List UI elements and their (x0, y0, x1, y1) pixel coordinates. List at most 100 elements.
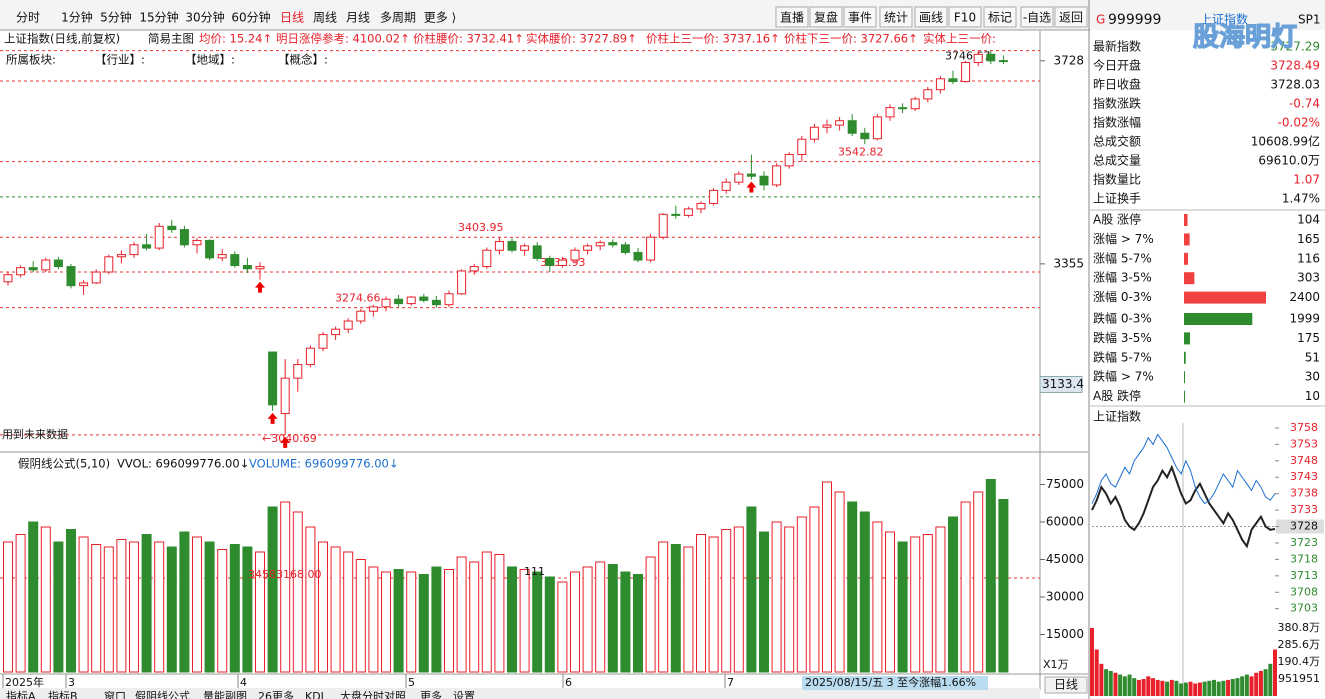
volume-header: 假阴线公式(5,10) (18, 457, 110, 471)
breadth-value: 1999 (1289, 312, 1320, 326)
intraday-tick-label: 3748 (1290, 454, 1318, 467)
bottom-tab[interactable]: 大盘分时对照 (340, 689, 406, 699)
month-label: 7 (727, 676, 734, 689)
bottom-tab[interactable]: 量能副图 (203, 689, 247, 699)
signal-arrow (267, 412, 278, 424)
bottom-tab-frame[interactable] (1044, 676, 1088, 694)
candle-body (986, 53, 996, 62)
volume-bar (3, 541, 13, 673)
tab[interactable]: 月线 (346, 11, 370, 25)
tab[interactable]: 30分钟 (185, 10, 224, 25)
button[interactable]: 画线 (919, 11, 943, 25)
sector: 【地域】: (185, 53, 235, 67)
breadth-label: A股 涨停 (1093, 212, 1141, 227)
bottom-tab[interactable]: 窗口 (104, 689, 126, 699)
info-item: 实体腰价: 3727.89↑ (526, 32, 637, 46)
intraday-volume (1273, 649, 1277, 696)
bottom-tab[interactable]: 26更多 (258, 689, 294, 699)
candle-body (129, 244, 139, 256)
candle-body (268, 351, 278, 406)
bottom-tab[interactable]: KDJ (305, 690, 324, 699)
bottom-tab[interactable]: 假阴线公式 (135, 689, 190, 699)
quote-value: 1.07 (1293, 173, 1320, 187)
volume-bar (557, 581, 568, 673)
sector: 【行业】: (95, 53, 145, 67)
button[interactable]: F10 (954, 11, 976, 25)
candle-body (545, 257, 555, 266)
button-frame[interactable] (879, 6, 913, 28)
level-label: 3403.95 (458, 221, 504, 234)
intraday-volume (1258, 670, 1263, 696)
button[interactable]: 统计 (884, 11, 908, 25)
volume-bar (381, 571, 391, 673)
button-frame[interactable] (775, 6, 809, 28)
button[interactable]: 返回 (1059, 11, 1083, 25)
bottom-tab[interactable]: 日线 (1054, 678, 1078, 692)
bottom-tab[interactable]: 设置 (453, 690, 475, 699)
candle-body (280, 377, 290, 415)
bottom-tab[interactable]: 指标A (6, 689, 36, 699)
bottom-tab[interactable]: 指标B (48, 689, 78, 699)
tab[interactable]: 分时 (16, 11, 40, 25)
candle-body (41, 259, 51, 271)
button[interactable]: 直播 (780, 11, 804, 25)
intraday-tick-label: 3728 (1290, 520, 1318, 533)
button[interactable]: 标记 (988, 11, 1012, 25)
breadth-bar (1184, 291, 1266, 304)
candle-body (948, 78, 958, 83)
candle-body (935, 78, 945, 91)
candle-body (860, 132, 870, 140)
intraday-volume (1099, 663, 1104, 696)
button-frame[interactable] (843, 6, 877, 28)
button-frame[interactable] (1020, 6, 1054, 28)
breadth-bar (1184, 390, 1185, 403)
candle-body (620, 244, 630, 253)
volume-bar (78, 536, 89, 673)
candle-body (205, 239, 215, 259)
intraday-tick-label: 3713 (1290, 569, 1318, 582)
intraday-volume (1094, 649, 1099, 696)
button[interactable]: 复盘 (814, 10, 838, 25)
button[interactable]: 事件 (848, 11, 872, 25)
intraday-volume (1226, 679, 1231, 696)
tab[interactable]: 5分钟 (100, 10, 132, 25)
intraday-line (1091, 464, 1276, 549)
month-label: 6 (565, 676, 572, 689)
quote-header: G (1096, 13, 1105, 27)
volume-bar (280, 501, 291, 673)
intraday-volume (1212, 679, 1216, 696)
volume-tick-label: 75000 (1046, 477, 1084, 491)
bottom-tab[interactable]: 更多 (420, 689, 442, 699)
button-frame[interactable] (983, 6, 1017, 28)
candle-body (507, 241, 517, 251)
button-frame[interactable] (809, 6, 843, 28)
tab[interactable]: 多周期 (380, 11, 416, 25)
volume-bar (570, 571, 580, 673)
button-frame[interactable] (914, 6, 948, 28)
intraday-volume (1202, 681, 1207, 696)
button-frame[interactable] (1054, 6, 1088, 28)
breadth-bar (1184, 252, 1188, 265)
tab[interactable]: 周线 (313, 11, 337, 25)
intraday-volume-label: 190.4万 (1278, 655, 1321, 668)
button-frame[interactable] (948, 6, 982, 28)
volume-bar (418, 574, 429, 673)
intraday-volume (1104, 669, 1109, 696)
candle-body (835, 120, 845, 126)
breadth-value: 175 (1297, 331, 1320, 345)
cursor-box (1039, 375, 1083, 393)
intraday-volume (1263, 669, 1268, 696)
intraday-volume (1127, 674, 1132, 696)
volume-bar (973, 491, 984, 673)
intraday-volume (1122, 676, 1127, 696)
button[interactable]: -自选 (1023, 11, 1051, 25)
tab[interactable]: 日线 (280, 11, 304, 25)
tab[interactable]: 60分钟 (231, 10, 270, 25)
intraday-tick-label: 3703 (1290, 602, 1318, 615)
info-item: 实体上三一价: (923, 32, 996, 46)
tab[interactable]: 更多 ⟩ (424, 11, 457, 25)
tab[interactable]: 15分钟 (139, 10, 178, 25)
quote-value: 3728.49 (1270, 59, 1320, 73)
tab[interactable]: 1分钟 (61, 10, 93, 25)
intraday-tick-label: 3733 (1290, 503, 1318, 516)
